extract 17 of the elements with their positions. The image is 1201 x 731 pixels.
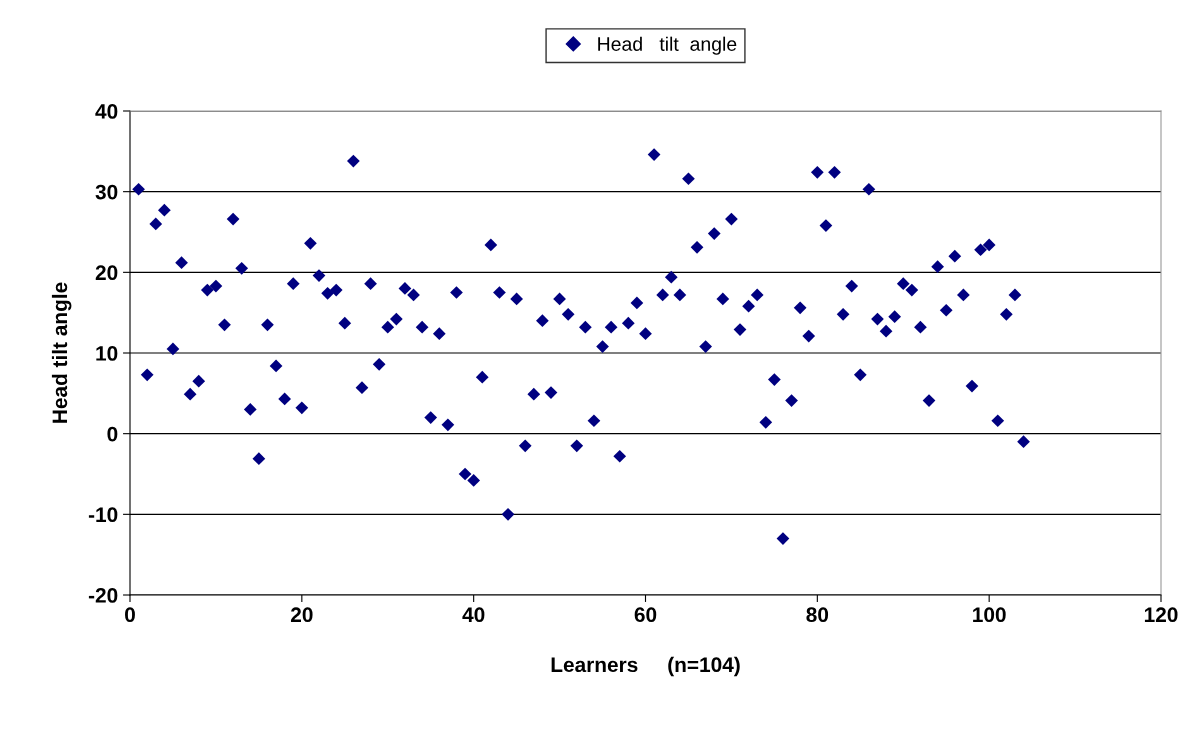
y-tick-label: 20 — [95, 265, 118, 281]
y-tick-label: 40 — [95, 104, 118, 119]
x-tick-label: 120 — [1144, 607, 1178, 623]
y-tick-label: 10 — [96, 346, 118, 361]
x-tick-label: 20 — [290, 607, 313, 623]
legend-label: Head tilt angle — [598, 36, 737, 55]
x-tick-label: 100 — [973, 607, 1006, 623]
x-tick-label: 40 — [462, 607, 485, 623]
x-axis-title: Learners (n=104) — [551, 656, 740, 677]
x-tick-label: 0 — [125, 607, 135, 623]
y-axis-title: Head tilt angle — [51, 282, 72, 423]
y-tick-label: 30 — [95, 184, 118, 200]
y-tick-label: 0 — [107, 426, 118, 442]
y-tick-label: -10 — [88, 507, 118, 523]
x-tick-label: 80 — [806, 607, 829, 623]
y-tick-label: -20 — [88, 588, 118, 603]
x-tick-label: 60 — [634, 607, 657, 623]
